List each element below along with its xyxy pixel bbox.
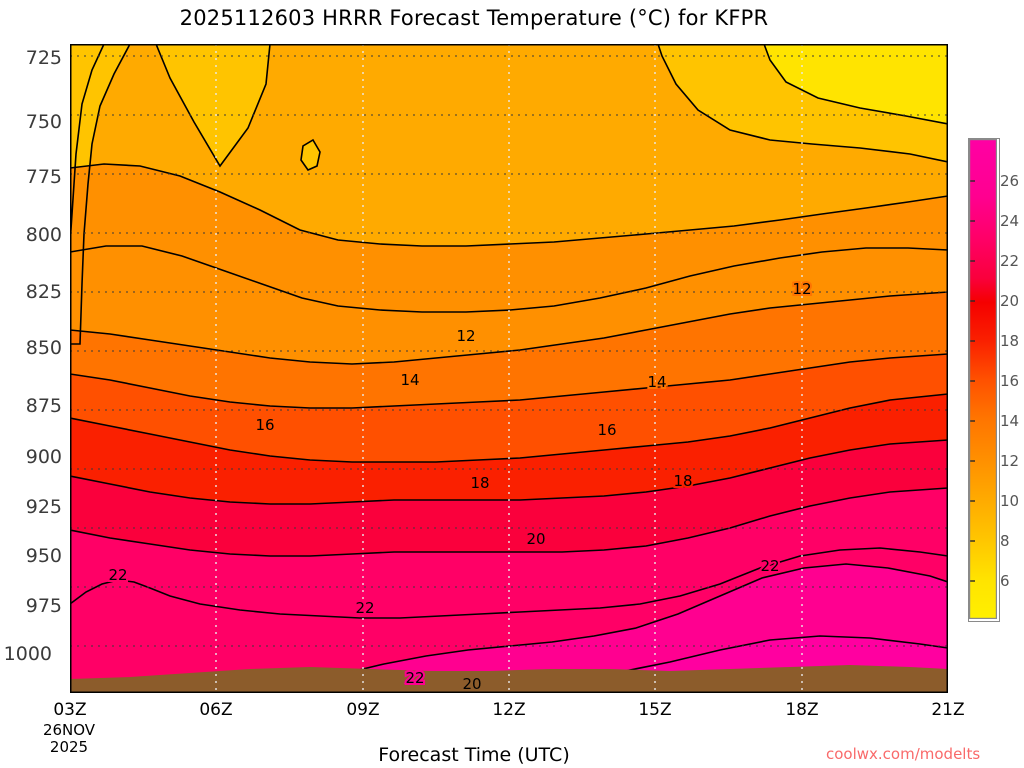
svg-text:14: 14	[647, 373, 666, 391]
y-tick-label: 925	[25, 496, 62, 518]
y-tick-label: 850	[25, 337, 62, 359]
y-tick-label: 725	[25, 47, 62, 69]
svg-text:22: 22	[405, 669, 424, 687]
x-tick-label: 09Z	[346, 700, 380, 720]
svg-text:12: 12	[456, 327, 475, 345]
colorbar-tick-label: 6	[1000, 572, 1010, 590]
y-tick-label: 900	[25, 446, 62, 468]
svg-text:20: 20	[526, 530, 545, 548]
x-tick-label: 12Z	[492, 700, 526, 720]
svg-text:22: 22	[355, 599, 374, 617]
svg-text:12: 12	[792, 280, 811, 298]
svg-text:16: 16	[597, 421, 616, 439]
svg-text:20: 20	[462, 675, 481, 693]
svg-text:22: 22	[108, 566, 127, 584]
plot-frame	[70, 44, 948, 693]
x-tick-label: 21Z	[931, 700, 965, 720]
colorbar-gradient	[969, 139, 997, 619]
y-tick-label: 975	[25, 595, 62, 617]
svg-text:18: 18	[470, 474, 489, 492]
x-axis-title: Forecast Time (UTC)	[378, 744, 570, 766]
colorbar-tick-label: 16	[1000, 372, 1020, 390]
svg-text:16: 16	[255, 416, 274, 434]
svg-text:18: 18	[673, 472, 692, 490]
colorbar-tick-label: 18	[1000, 332, 1020, 350]
y-tick-label: 875	[25, 395, 62, 417]
terrain-band	[70, 664, 948, 693]
x-tick-label: 06Z	[199, 700, 233, 720]
y-tick-label: 750	[25, 111, 62, 133]
contour-svg: 12 12 14 14 16 16 18 18 20 22 22 22 22 2…	[70, 44, 948, 693]
watermark: coolwx.com/modelts	[826, 745, 981, 763]
colorbar-tick-label: 10	[1000, 492, 1020, 510]
filled-contour-bands	[70, 44, 948, 693]
y-tick-label: 825	[25, 281, 62, 303]
colorbar-tick-label: 12	[1000, 452, 1020, 470]
y-tick-label: 1000	[3, 643, 52, 665]
colorbar-tick-label: 22	[1000, 252, 1020, 270]
vertical-gridlines	[215, 44, 803, 693]
svg-text:22: 22	[760, 557, 779, 575]
x-tick-label: 18Z	[785, 700, 819, 720]
y-tick-label: 775	[25, 166, 62, 188]
contour-label-group: 12 12 14 14 16 16 18 18 20 22 22 22 22 2…	[106, 278, 813, 693]
date-day-month: 26NOV	[42, 721, 96, 739]
colorbar-tick-label: 14	[1000, 412, 1020, 430]
contour-plot-area[interactable]: 12 12 14 14 16 16 18 18 20 22 22 22 22 2…	[70, 44, 948, 693]
colorbar-tick-label: 26	[1000, 172, 1020, 190]
x-tick-label: 15Z	[638, 700, 672, 720]
colorbar-tick-label: 8	[1000, 532, 1010, 550]
x-tick-label: 03Z	[53, 700, 87, 720]
page-title: 2025112603 HRRR Forecast Temperature (°C…	[179, 6, 769, 30]
y-tick-label: 800	[25, 224, 62, 246]
y-tick-label: 950	[25, 545, 62, 567]
colorbar-tick-label: 24	[1000, 212, 1020, 230]
svg-text:14: 14	[400, 371, 419, 389]
colorbar-tick-label: 20	[1000, 292, 1020, 310]
date-year: 2025	[49, 738, 89, 756]
forecast-date-stack: 26NOV 2025	[34, 722, 104, 756]
contour-lines	[70, 44, 948, 693]
